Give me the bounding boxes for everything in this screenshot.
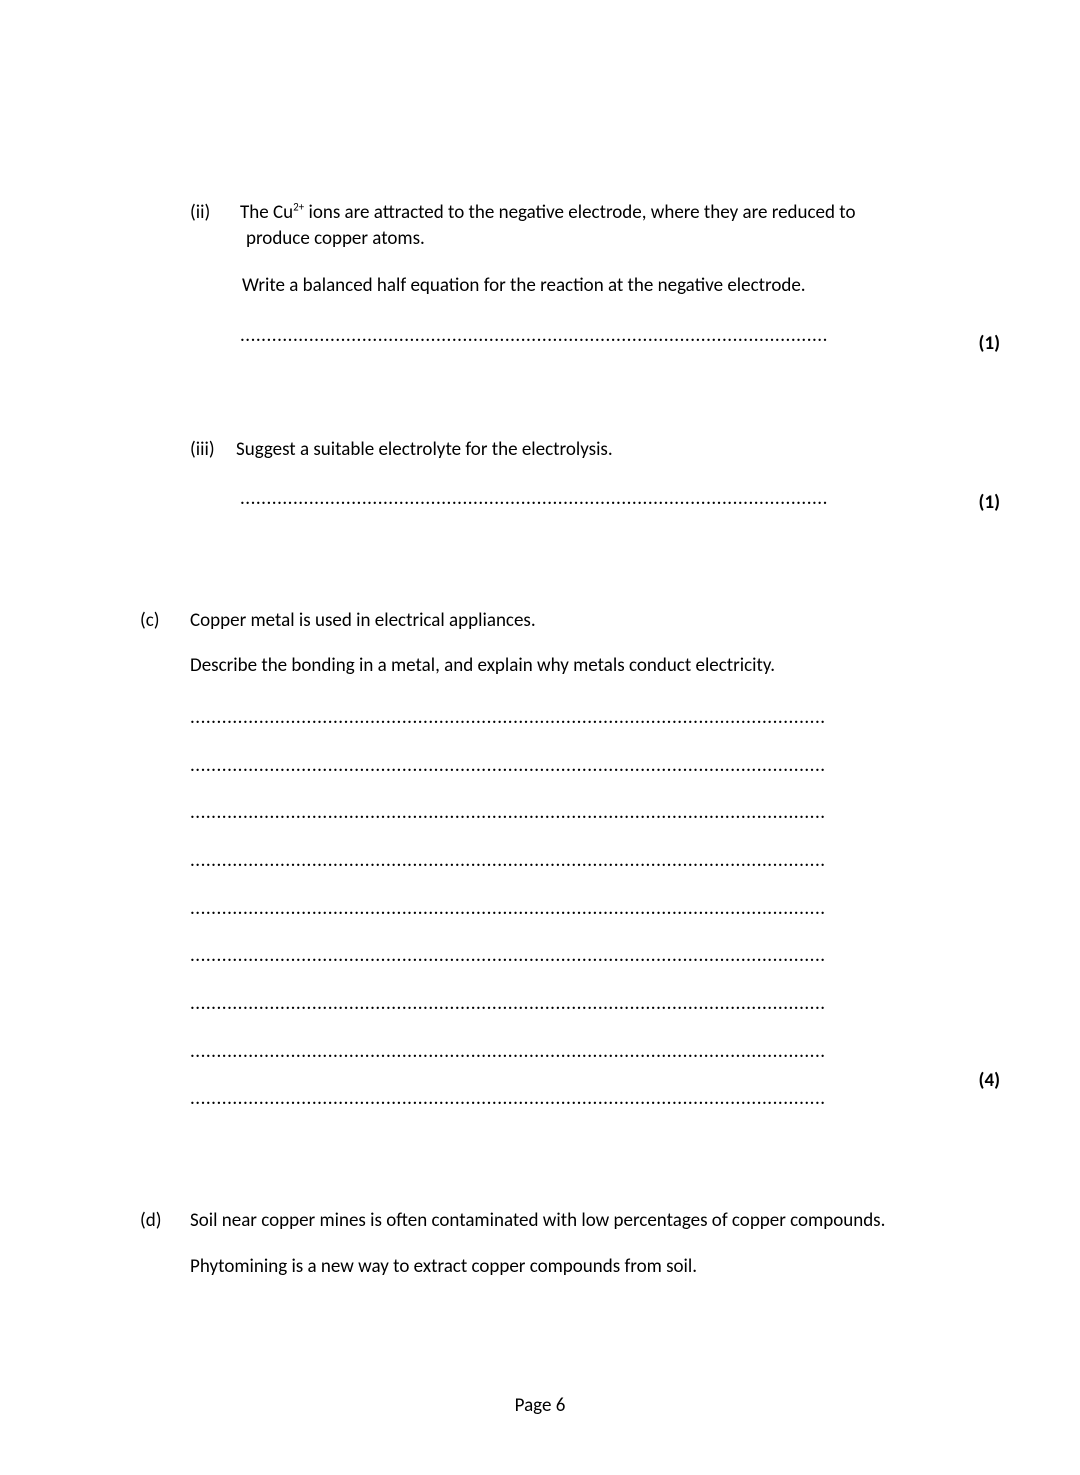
answer-line: ........................................… [190,896,940,922]
answer-line: ........................................… [190,1039,940,1065]
part-label: (d) [140,1208,190,1234]
answer-line: ........................................… [190,943,940,969]
part-label: (c) [140,608,190,634]
page-footer: Page 6 [0,1393,1080,1419]
question-content: Suggest a suitable electrolyte for the e… [236,437,1000,512]
question-ii: (ii) The Cu2+ ions are attracted to the … [140,200,1000,349]
text-fragment: ions are attracted to the negative elect… [304,201,855,224]
answer-line: ........................................… [190,753,940,779]
answer-line: ........................................… [190,1086,940,1112]
question-d: (d) Soil near copper mines is often cont… [140,1208,1000,1279]
answer-line: ........................................… [240,486,940,512]
marks-label: (4) [979,1068,1000,1094]
answer-line: ........................................… [190,800,940,826]
question-content: Soil near copper mines is often contamin… [190,1208,1000,1279]
question-iii: (iii) Suggest a suitable electrolyte for… [140,437,1000,512]
superscript: 2+ [293,201,304,214]
question-text-line2: produce copper atoms. [240,226,940,252]
text-fragment: The Cu [240,201,293,224]
intro-text: Copper metal is used in electrical appli… [190,608,940,634]
question-content: The Cu2+ ions are attracted to the negat… [236,200,1000,349]
answer-line: ........................................… [190,848,940,874]
answer-line: ........................................… [190,991,940,1017]
question-text: Soil near copper mines is often contamin… [190,1208,940,1234]
instruction-text: Describe the bonding in a metal, and exp… [190,653,940,679]
marks-label: (1) [979,331,1000,357]
page-body: (ii) The Cu2+ ions are attracted to the … [0,0,1080,1279]
instruction-text: Write a balanced half equation for the r… [240,273,940,299]
subpart-label: (iii) [190,437,236,463]
question-c: (c) Copper metal is used in electrical a… [140,608,1000,1112]
answer-line: ........................................… [190,705,940,731]
question-text-line2: Phytomining is a new way to extract copp… [190,1254,940,1280]
question-text: The Cu2+ ions are attracted to the negat… [240,200,940,226]
question-content: Copper metal is used in electrical appli… [190,608,1000,1112]
subpart-label: (ii) [190,200,236,226]
question-text: Suggest a suitable electrolyte for the e… [236,437,940,463]
marks-label: (1) [979,490,1000,516]
answer-line: ........................................… [240,323,940,349]
